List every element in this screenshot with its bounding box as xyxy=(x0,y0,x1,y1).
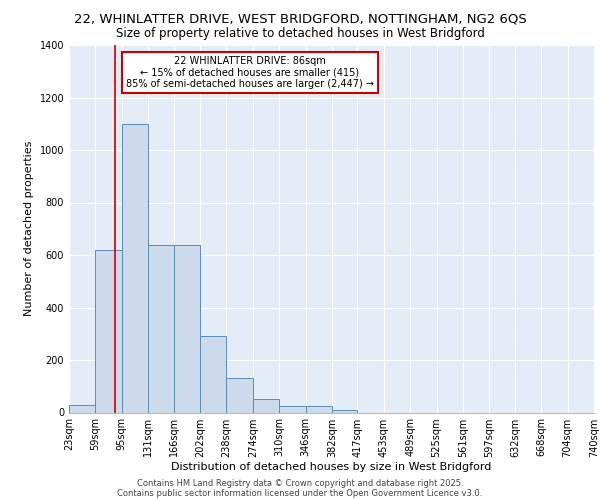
Bar xyxy=(305,406,332,412)
Text: Contains HM Land Registry data © Crown copyright and database right 2025.: Contains HM Land Registry data © Crown c… xyxy=(137,478,463,488)
Bar xyxy=(122,124,148,412)
Bar xyxy=(279,406,305,412)
Bar xyxy=(95,250,122,412)
Bar xyxy=(200,336,226,412)
Text: 22, WHINLATTER DRIVE, WEST BRIDGFORD, NOTTINGHAM, NG2 6QS: 22, WHINLATTER DRIVE, WEST BRIDGFORD, NO… xyxy=(74,12,526,26)
Bar xyxy=(148,244,174,412)
X-axis label: Distribution of detached houses by size in West Bridgford: Distribution of detached houses by size … xyxy=(172,462,491,472)
Bar xyxy=(174,244,200,412)
Text: Contains public sector information licensed under the Open Government Licence v3: Contains public sector information licen… xyxy=(118,488,482,498)
Y-axis label: Number of detached properties: Number of detached properties xyxy=(24,141,34,316)
Text: 22 WHINLATTER DRIVE: 86sqm
← 15% of detached houses are smaller (415)
85% of sem: 22 WHINLATTER DRIVE: 86sqm ← 15% of deta… xyxy=(126,56,374,88)
Bar xyxy=(253,400,279,412)
Bar xyxy=(226,378,253,412)
Bar xyxy=(332,410,358,412)
Bar xyxy=(69,404,95,412)
Text: Size of property relative to detached houses in West Bridgford: Size of property relative to detached ho… xyxy=(116,28,484,40)
